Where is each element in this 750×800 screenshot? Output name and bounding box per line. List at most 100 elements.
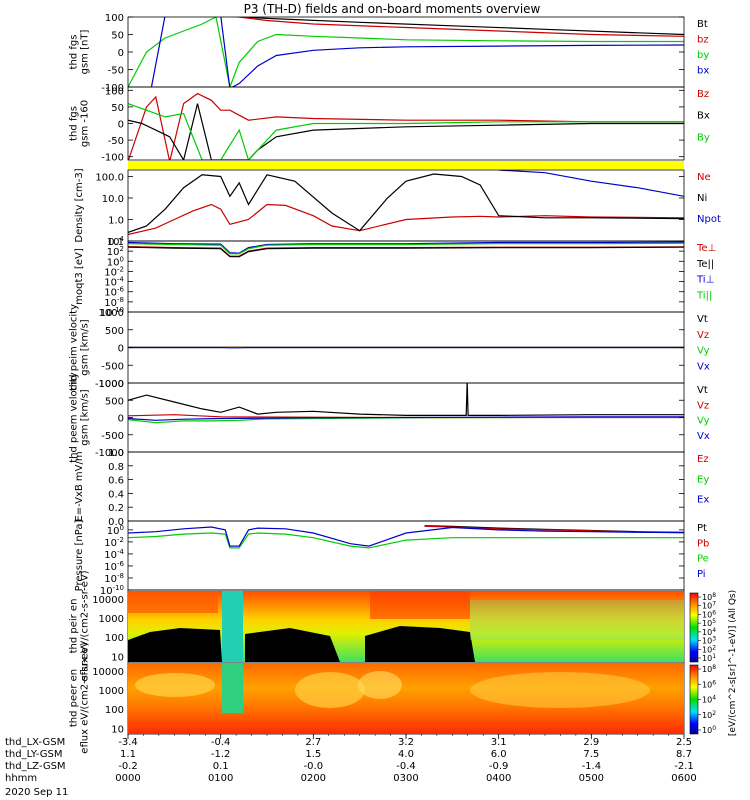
y-tick-label: 100: [107, 255, 124, 268]
panel-1: Bt bz by bx 100 50 0 -50 -100 thd fgsgsm [nT]: [69, 13, 710, 94]
time-axis-value: 0500: [579, 773, 604, 784]
colorbar-tick-label: 104: [702, 627, 716, 637]
time-axis-value: 8.7: [676, 749, 692, 760]
y-tick-label: 0: [118, 344, 124, 355]
legend-Vz: Vz: [697, 400, 709, 411]
y-tick-label: 1000: [99, 379, 124, 390]
legend-Ti||: Ti||: [696, 290, 712, 301]
legend-Ex: Ex: [697, 495, 709, 506]
legend-Ni: Ni: [697, 193, 707, 204]
series-Ti⊥-line: [128, 241, 684, 254]
y-tick-label: 1000: [99, 686, 124, 697]
legend-Bz: Bz: [697, 89, 709, 100]
y-tick-label: 10-2: [104, 265, 124, 278]
y-tick-label: 0.0: [108, 517, 124, 528]
y-tick-label: -100: [101, 153, 124, 164]
time-axis-value: 0200: [301, 773, 326, 784]
panel-2-ylabel: thd fgsgsm -160: [69, 100, 91, 147]
legend-by: by: [697, 50, 709, 61]
time-axis-value: 6.0: [491, 749, 507, 760]
time-axis-value: 2.5: [676, 737, 692, 748]
time-axis-value: 7.5: [583, 749, 599, 760]
colorbar-tick-label: 103: [702, 636, 716, 646]
legend-Vy: Vy: [697, 416, 710, 427]
time-axis-value: 0000: [115, 773, 140, 784]
panel-5-ylabel: thd peim velocitygsm [km/s]: [69, 304, 91, 391]
y-tick-label: 1000: [99, 308, 124, 319]
time-axis-value: 1.5: [305, 749, 321, 760]
series-Pe-line: [128, 532, 684, 549]
y-tick-label: 10-6: [104, 560, 124, 573]
panel-6-ylabel: thd peem velocitygsm [km/s]: [69, 372, 91, 463]
legend-Vt: Vt: [697, 314, 708, 325]
legend-By: By: [697, 132, 710, 143]
panel-8-traces: [128, 525, 684, 549]
y-tick-label: 0: [118, 414, 124, 425]
legend-Bt: Bt: [697, 19, 708, 30]
time-axis-row-label: thd_LZ-GSM: [5, 761, 66, 772]
panel-6: Vt Vz Vy Vx 1000 500 0 -500 -1000 thd peem veloci…: [69, 372, 710, 463]
y-tick-label: -100: [101, 83, 124, 94]
legend-Te||: Te||: [696, 259, 714, 270]
time-axis-value: -0.4: [211, 737, 231, 748]
series-Npot-line: [498, 170, 684, 197]
time-axis-value: 0100: [208, 773, 233, 784]
series-bz-line: [231, 17, 684, 37]
legend-Vy: Vy: [697, 346, 710, 357]
series-Vt-line: [128, 383, 684, 416]
y-tick-label: 100: [105, 86, 124, 97]
time-axis-value: 0300: [393, 773, 418, 784]
series-Vx-line: [128, 416, 684, 421]
panel-2: Bz Bx By 100 50 0 -50 -100 thd fgsgsm -160: [69, 86, 710, 163]
time-axis-value: -1.2: [211, 749, 231, 760]
time-axis-row-label: thd_LX-GSM: [5, 737, 65, 748]
panel-3-traces: [128, 170, 684, 236]
time-axis-value: 3.1: [491, 737, 507, 748]
legend-Vt: Vt: [697, 385, 708, 396]
legend-Ti⊥: Ti⊥: [696, 275, 714, 286]
y-tick-label: 0.8: [108, 462, 124, 473]
y-tick-label: 104: [107, 235, 125, 248]
y-tick-label: -1000: [95, 448, 124, 459]
y-tick-label: 0: [118, 120, 124, 131]
legend-Bx: Bx: [697, 111, 710, 122]
y-tick-label: 0: [118, 48, 124, 59]
y-tick-label: 102: [107, 245, 124, 258]
y-tick-label: 1.0: [108, 448, 124, 459]
legend-Vx: Vx: [697, 431, 710, 442]
panel-7-frame: [127, 451, 685, 522]
panel-7-ylabel: E=-VxB mV/m: [74, 451, 85, 521]
time-axis-value: 0400: [486, 773, 511, 784]
panel-9-ylabel: thd peir eneflux eV/(cm2-s-sr-eV): [69, 570, 91, 681]
legend-bx: bx: [697, 66, 709, 77]
legend-Ey: Ey: [697, 474, 709, 485]
colorbar-tick-label: 101: [702, 653, 716, 663]
y-tick-label: 1000: [99, 614, 124, 625]
legend-Vx: Vx: [697, 361, 710, 372]
panel-2-traces: [128, 92, 684, 160]
y-tick-label: 500: [105, 326, 124, 337]
legend-Pt: Pt: [697, 523, 707, 534]
y-tick-label: 50: [111, 103, 124, 114]
series-Ni-line: [128, 173, 684, 233]
ion-cold-interval: [222, 591, 243, 662]
y-tick-label: 100: [105, 705, 124, 716]
panel-7: Ez Ey Ex 1.0 0.8 0.6 0.4 0.2 0.0 E=-VxB mV/m: [74, 448, 709, 528]
time-axis-row-label: thd_LY-GSM: [5, 749, 62, 760]
time-axis-value: 4.0: [398, 749, 414, 760]
panel-8-ylabel: Pressure [nPa]: [74, 520, 85, 592]
y-tick-label: 10-6: [104, 286, 124, 299]
figure-title: P3 (TH-D) fields and on-board moments ov…: [244, 2, 541, 16]
series-By-line: [128, 103, 684, 160]
y-tick-label: 10.0: [102, 194, 124, 205]
series-Bt-line: [233, 17, 684, 36]
series-Ti||-line: [128, 242, 684, 255]
time-axis-value: -0.2: [118, 761, 138, 772]
legend-Npot: Npot: [697, 214, 721, 225]
ion-low-energy-black-region: [128, 626, 475, 662]
legend-Vz: Vz: [697, 330, 709, 341]
colorbar-tick-label: 107: [702, 601, 716, 611]
